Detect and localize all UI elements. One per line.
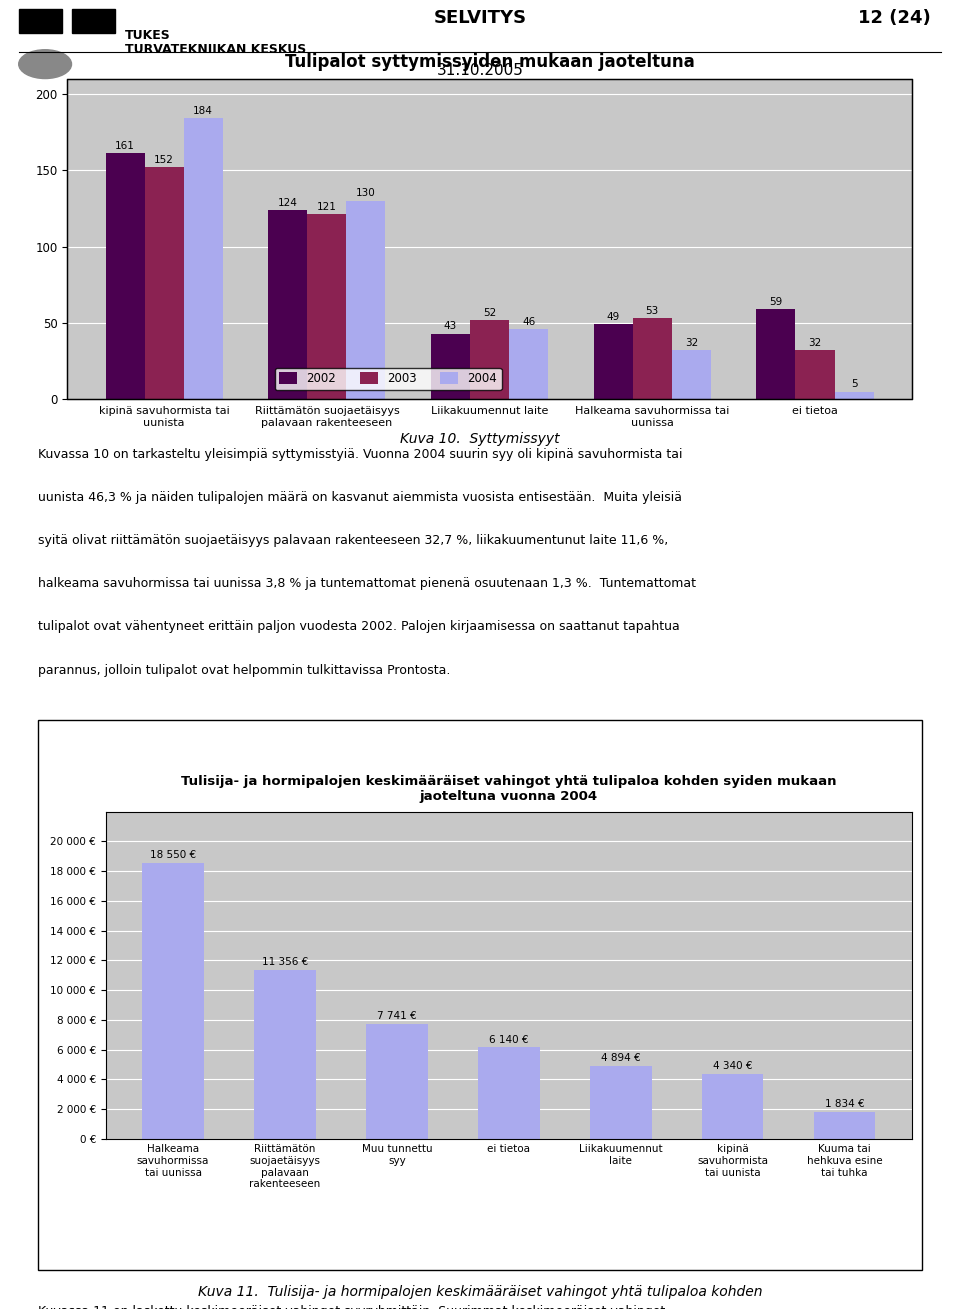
Bar bbox=[478, 1047, 540, 1139]
Bar bbox=[796, 351, 834, 399]
Text: 161: 161 bbox=[115, 141, 135, 151]
Text: 4 894 €: 4 894 € bbox=[601, 1052, 640, 1063]
Text: Kuvassa 10 on tarkasteltu yleisimpiä syttymisstyiä. Vuonna 2004 suurin syy oli k: Kuvassa 10 on tarkasteltu yleisimpiä syt… bbox=[38, 448, 683, 461]
Text: 121: 121 bbox=[317, 202, 337, 212]
Title: Tulisija- ja hormipalojen keskimääräiset vahingot yhtä tulipaloa kohden syiden m: Tulisija- ja hormipalojen keskimääräiset… bbox=[181, 775, 836, 804]
Bar bbox=[590, 1066, 652, 1139]
Bar bbox=[470, 319, 509, 399]
Text: syitä olivat riittämätön suojaetäisyys palavaan rakenteeseen 32,7 %, liikakuumen: syitä olivat riittämätön suojaetäisyys p… bbox=[38, 534, 669, 547]
Text: 152: 152 bbox=[155, 154, 174, 165]
Text: 11 356 €: 11 356 € bbox=[262, 957, 308, 967]
Bar bbox=[254, 970, 316, 1139]
Text: SELVITYS: SELVITYS bbox=[433, 9, 527, 27]
Bar bbox=[702, 1075, 763, 1139]
Text: Kuva 11.  Tulisija- ja hormipalojen keskimääräiset vahingot yhtä tulipaloa kohde: Kuva 11. Tulisija- ja hormipalojen keski… bbox=[198, 1285, 762, 1300]
Text: 5: 5 bbox=[851, 380, 857, 389]
Text: 49: 49 bbox=[607, 312, 620, 322]
Bar bbox=[509, 329, 548, 399]
Text: 184: 184 bbox=[193, 106, 213, 117]
Bar bbox=[593, 325, 633, 399]
Bar bbox=[347, 200, 386, 399]
Text: 6 140 €: 6 140 € bbox=[489, 1034, 529, 1045]
Text: 12 (24): 12 (24) bbox=[858, 9, 931, 27]
Bar bbox=[834, 391, 874, 399]
Text: 1 834 €: 1 834 € bbox=[825, 1098, 864, 1109]
Text: TURVATEKNIIKAN KESKUS: TURVATEKNIIKAN KESKUS bbox=[125, 43, 306, 56]
Bar bbox=[756, 309, 796, 399]
Text: Kuvassa 11 on laskettu keskimeeräiset vahingot syyryhmittäin. Suurimmat keskimee: Kuvassa 11 on laskettu keskimeeräiset va… bbox=[38, 1305, 665, 1309]
Text: 124: 124 bbox=[277, 198, 298, 208]
Text: parannus, jolloin tulipalot ovat helpommin tulkittavissa Prontosta.: parannus, jolloin tulipalot ovat helpomm… bbox=[38, 664, 451, 677]
Bar bbox=[814, 1111, 876, 1139]
Text: 4 340 €: 4 340 € bbox=[713, 1062, 753, 1071]
Bar bbox=[183, 118, 223, 399]
Text: 43: 43 bbox=[444, 321, 457, 331]
Bar bbox=[307, 215, 347, 399]
Bar bbox=[366, 1024, 427, 1139]
Text: Kuva 10.  Syttymissyyt: Kuva 10. Syttymissyyt bbox=[400, 432, 560, 446]
Legend: 2002, 2003, 2004: 2002, 2003, 2004 bbox=[275, 368, 502, 390]
Bar bbox=[268, 209, 307, 399]
Text: 7 741 €: 7 741 € bbox=[377, 1011, 417, 1021]
Text: tulipalot ovat vähentyneet erittäin paljon vuodesta 2002. Palojen kirjaamisessa : tulipalot ovat vähentyneet erittäin palj… bbox=[38, 620, 680, 634]
Text: 32: 32 bbox=[684, 338, 698, 348]
Text: 18 550 €: 18 550 € bbox=[150, 850, 196, 860]
Bar bbox=[672, 351, 711, 399]
Bar bbox=[145, 168, 183, 399]
Text: 31.10.2005: 31.10.2005 bbox=[437, 63, 523, 77]
Text: 32: 32 bbox=[808, 338, 822, 348]
Bar bbox=[431, 334, 470, 399]
Text: 53: 53 bbox=[646, 306, 659, 315]
Text: halkeama savuhormissa tai uunissa 3,8 % ja tuntemattomat pienenä osuutenaan 1,3 : halkeama savuhormissa tai uunissa 3,8 % … bbox=[38, 577, 696, 590]
Text: uunista 46,3 % ja näiden tulipalojen määrä on kasvanut aiemmista vuosista entise: uunista 46,3 % ja näiden tulipalojen mää… bbox=[38, 491, 683, 504]
Text: 46: 46 bbox=[522, 317, 536, 327]
Text: 52: 52 bbox=[483, 308, 496, 318]
Text: TUKES: TUKES bbox=[125, 29, 171, 42]
Text: 130: 130 bbox=[356, 188, 375, 199]
Title: Tulipalot syttymissyiden mukaan jaoteltuna: Tulipalot syttymissyiden mukaan jaoteltu… bbox=[285, 54, 694, 72]
Bar bbox=[106, 153, 145, 399]
Bar bbox=[633, 318, 672, 399]
Text: 59: 59 bbox=[769, 297, 782, 306]
Bar bbox=[142, 863, 204, 1139]
